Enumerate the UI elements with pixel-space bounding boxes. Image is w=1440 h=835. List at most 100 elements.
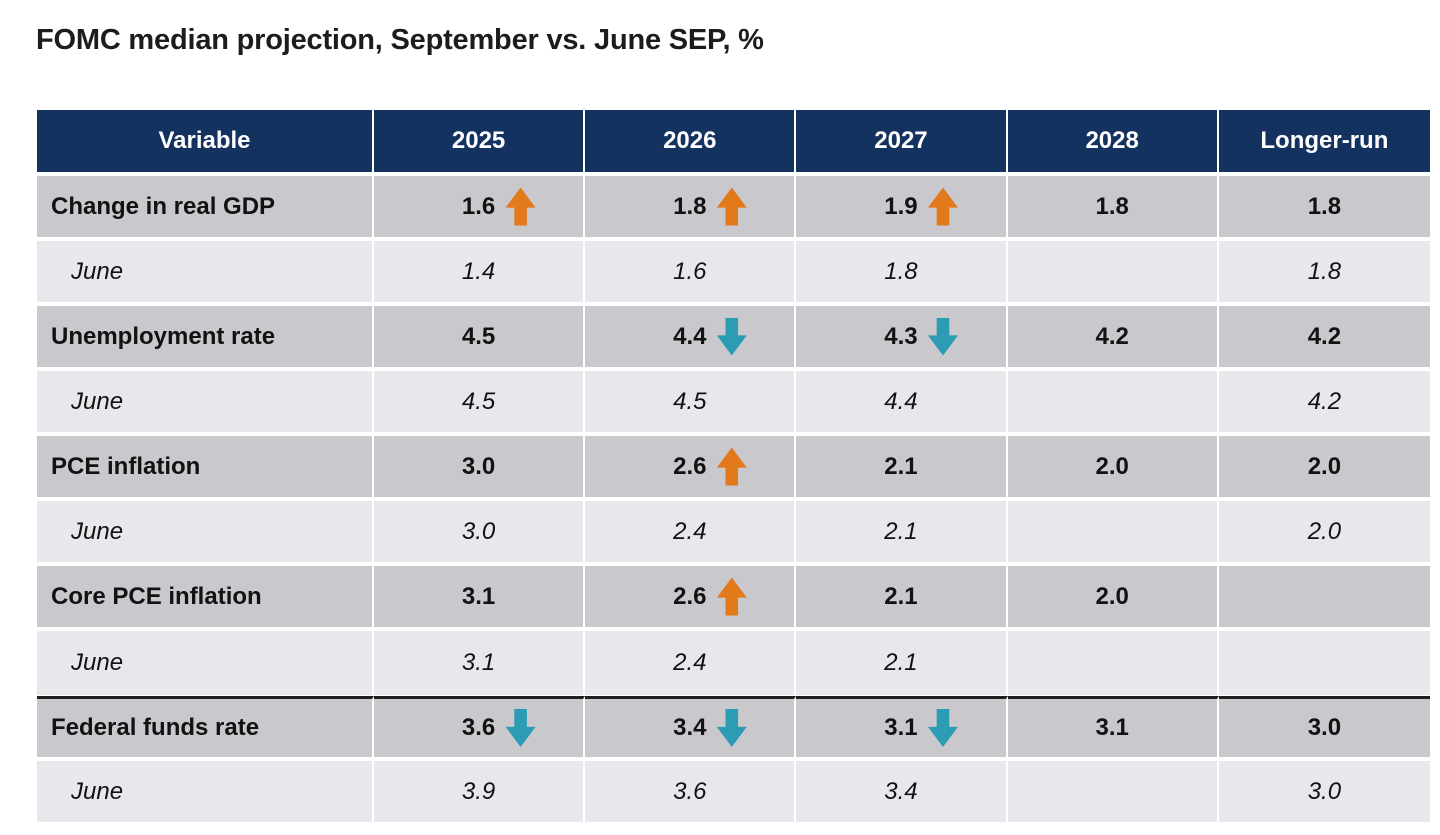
column-header-2028: 2028 xyxy=(1007,110,1219,176)
value-cell: 1.6 xyxy=(585,241,797,306)
value-cell: 3.6 xyxy=(374,696,586,761)
value-cell xyxy=(1218,631,1430,696)
value-cell: 3.6 xyxy=(585,761,797,826)
table-row: Change in real GDP 1.6 1.8 1.9 1.8 1.8 xyxy=(37,176,1430,241)
row-label: June xyxy=(37,501,374,566)
value-cell: 2.0 xyxy=(1218,501,1430,566)
up-arrow-icon xyxy=(716,577,747,616)
cell-value: 1.6 xyxy=(673,257,707,285)
cell-value: 1.8 xyxy=(673,192,707,220)
column-header-2026: 2026 xyxy=(585,110,797,176)
column-header-variable: Variable xyxy=(37,110,374,176)
value-cell: 1.8 xyxy=(796,241,1008,306)
cell-value: 3.1 xyxy=(461,649,496,676)
table-row: PCE inflation 3.0 2.6 2.1 2.0 2.0 xyxy=(37,436,1430,501)
value-cell xyxy=(1007,761,1219,826)
cell-value: 4.2 xyxy=(1307,322,1342,350)
up-arrow-icon xyxy=(927,187,958,226)
table-row: June 3.9 3.6 3.4 3.0 xyxy=(37,761,1430,826)
page-title: FOMC median projection, September vs. Ju… xyxy=(36,24,764,56)
value-cell: 1.6 xyxy=(374,176,586,241)
cell-value: 4.2 xyxy=(1095,322,1129,350)
value-cell: 2.1 xyxy=(796,501,1008,566)
table-row: June 3.0 2.4 2.1 2.0 xyxy=(37,501,1430,566)
value-cell xyxy=(1007,241,1219,306)
row-label: Core PCE inflation xyxy=(37,566,374,631)
column-header-longer-run: Longer-run xyxy=(1218,110,1430,176)
up-arrow-icon xyxy=(716,187,747,226)
cell-value: 4.4 xyxy=(884,387,918,415)
value-cell: 3.4 xyxy=(585,696,797,761)
value-cell: 3.1 xyxy=(796,696,1008,761)
down-arrow-icon xyxy=(927,317,958,356)
table-header: Variable 2025 2026 2027 2028 Longer-run xyxy=(37,110,1430,176)
cell-value: 2.1 xyxy=(884,517,918,545)
value-cell: 2.6 xyxy=(585,566,797,631)
cell-value: 1.8 xyxy=(1307,192,1342,220)
down-arrow-icon xyxy=(927,709,958,747)
value-cell: 4.2 xyxy=(1218,306,1430,371)
cell-value: 2.0 xyxy=(1307,517,1342,545)
value-cell: 2.4 xyxy=(585,501,797,566)
value-cell: 2.0 xyxy=(1007,436,1219,501)
value-cell: 3.0 xyxy=(374,501,586,566)
value-cell: 1.8 xyxy=(1007,176,1219,241)
column-header-2027: 2027 xyxy=(796,110,1008,176)
cell-value: 4.5 xyxy=(461,387,496,415)
column-header-2025: 2025 xyxy=(374,110,586,176)
cell-value: 3.6 xyxy=(461,714,496,741)
cell-value: 3.4 xyxy=(884,777,918,805)
cell-value: 3.9 xyxy=(461,777,496,805)
cell-value: 1.6 xyxy=(461,192,496,220)
row-label: June xyxy=(37,631,374,696)
value-cell: 1.4 xyxy=(374,241,586,306)
table-body: Change in real GDP 1.6 1.8 1.9 1.8 1.8 June 1.4… xyxy=(37,176,1430,826)
row-label: Unemployment rate xyxy=(37,306,374,371)
cell-value: 4.2 xyxy=(1307,387,1342,415)
value-cell: 3.0 xyxy=(1218,696,1430,761)
table-row: June 3.1 2.4 2.1 xyxy=(37,631,1430,696)
cell-value: 3.0 xyxy=(1307,714,1342,741)
value-cell: 2.6 xyxy=(585,436,797,501)
row-label: Change in real GDP xyxy=(37,176,374,241)
up-arrow-icon xyxy=(716,447,747,486)
cell-value: 2.4 xyxy=(673,517,707,545)
cell-value: 2.6 xyxy=(673,582,707,610)
table-row: Unemployment rate 4.5 4.4 4.3 4.2 4.2 xyxy=(37,306,1430,371)
row-label: June xyxy=(37,761,374,826)
value-cell: 4.5 xyxy=(374,306,586,371)
value-cell: 1.8 xyxy=(585,176,797,241)
cell-value: 3.6 xyxy=(673,777,707,805)
cell-value: 4.4 xyxy=(673,322,707,350)
table-row: June 1.4 1.6 1.8 1.8 xyxy=(37,241,1430,306)
cell-value: 2.6 xyxy=(673,452,707,480)
cell-value: 1.9 xyxy=(884,192,918,220)
cell-value: 1.8 xyxy=(1307,257,1342,285)
cell-value: 4.3 xyxy=(884,322,918,350)
cell-value: 3.0 xyxy=(461,452,496,480)
row-label: June xyxy=(37,371,374,436)
cell-value: 2.4 xyxy=(673,649,707,676)
value-cell: 4.4 xyxy=(796,371,1008,436)
row-label: PCE inflation xyxy=(37,436,374,501)
value-cell: 4.3 xyxy=(796,306,1008,371)
cell-value: 1.8 xyxy=(1095,192,1129,220)
cell-value: 3.0 xyxy=(461,517,496,545)
value-cell: 3.0 xyxy=(1218,761,1430,826)
row-label: June xyxy=(37,241,374,306)
value-cell: 3.4 xyxy=(796,761,1008,826)
fomc-projection-table: Variable 2025 2026 2027 2028 Longer-run Chang… xyxy=(37,110,1430,826)
value-cell: 2.4 xyxy=(585,631,797,696)
table-row: Federal funds rate 3.6 3.4 3.1 3.1 3.0 xyxy=(37,696,1430,761)
cell-value: 2.1 xyxy=(884,649,918,676)
down-arrow-icon xyxy=(716,709,747,747)
cell-value: 1.4 xyxy=(461,257,496,285)
value-cell: 4.2 xyxy=(1007,306,1219,371)
cell-value: 3.1 xyxy=(461,582,496,610)
value-cell: 2.1 xyxy=(796,436,1008,501)
value-cell: 3.1 xyxy=(1007,696,1219,761)
value-cell: 4.2 xyxy=(1218,371,1430,436)
cell-value: 2.1 xyxy=(884,452,918,480)
cell-value: 2.1 xyxy=(884,582,918,610)
value-cell: 2.1 xyxy=(796,631,1008,696)
